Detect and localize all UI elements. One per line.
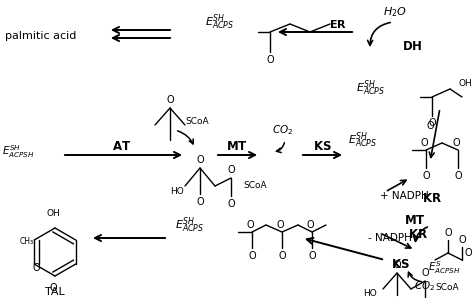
Text: $E^{SH}_{ACPS}$: $E^{SH}_{ACPS}$: [356, 78, 385, 98]
Text: O: O: [266, 55, 274, 65]
Text: $E^{S}_{ACPSH}$: $E^{S}_{ACPSH}$: [428, 260, 461, 276]
Text: O: O: [248, 251, 256, 261]
Text: $\mathbf{DH}$: $\mathbf{DH}$: [402, 40, 422, 53]
Text: $E^{SH}_{ACPSH}$: $E^{SH}_{ACPSH}$: [2, 143, 35, 161]
Text: O: O: [464, 248, 472, 258]
Text: $H_2O$: $H_2O$: [383, 5, 407, 19]
Text: O: O: [428, 118, 436, 128]
Text: O: O: [306, 220, 314, 230]
Text: O: O: [246, 220, 254, 230]
Text: $\mathbf{MT}$: $\mathbf{MT}$: [404, 213, 426, 226]
Text: $E^{SH}_{ACPS}$: $E^{SH}_{ACPS}$: [175, 215, 204, 235]
Text: $CO_2$: $CO_2$: [414, 279, 436, 293]
Text: O: O: [454, 171, 462, 181]
Text: O: O: [32, 263, 40, 273]
Text: O: O: [420, 138, 428, 148]
Text: O: O: [422, 171, 430, 181]
Text: $\mathbf{KR}$: $\mathbf{KR}$: [408, 227, 428, 240]
Text: $\mathbf{KS}$: $\mathbf{KS}$: [313, 140, 331, 153]
Text: O: O: [278, 251, 286, 261]
Text: $\mathbf{KR}$: $\mathbf{KR}$: [422, 192, 442, 205]
Text: O: O: [227, 165, 235, 175]
Text: O: O: [452, 138, 460, 148]
Text: + NADPH: + NADPH: [380, 191, 429, 201]
Text: SCoA: SCoA: [435, 282, 459, 292]
Text: $\mathbf{ER}$: $\mathbf{ER}$: [329, 18, 347, 30]
Text: O: O: [166, 95, 174, 105]
Text: SCoA: SCoA: [243, 181, 266, 191]
Text: O: O: [421, 268, 429, 278]
Text: TAL: TAL: [45, 287, 65, 297]
Text: O: O: [196, 155, 204, 165]
Text: O: O: [276, 220, 284, 230]
Text: $\mathbf{AT}$: $\mathbf{AT}$: [112, 140, 132, 153]
Text: O: O: [227, 199, 235, 209]
Text: O: O: [426, 121, 434, 131]
Text: O: O: [196, 197, 204, 207]
Text: HO: HO: [170, 188, 184, 196]
Text: palmitic acid: palmitic acid: [5, 31, 76, 41]
Text: $CO_2$: $CO_2$: [273, 123, 293, 137]
Text: O: O: [444, 228, 452, 238]
Text: O: O: [49, 283, 57, 293]
Text: $\mathbf{KS}$: $\mathbf{KS}$: [391, 257, 410, 271]
Text: OH: OH: [458, 80, 472, 88]
Text: O: O: [458, 235, 466, 245]
Text: $\mathbf{MT}$: $\mathbf{MT}$: [226, 140, 248, 153]
Text: $E^{SH}_{ACPS}$: $E^{SH}_{ACPS}$: [348, 130, 377, 150]
Text: HO: HO: [363, 288, 377, 298]
Text: OH: OH: [46, 209, 60, 219]
Text: SCoA: SCoA: [185, 116, 209, 126]
Text: - NADPH: - NADPH: [368, 233, 412, 243]
Text: $E^{SH}_{ACPS}$: $E^{SH}_{ACPS}$: [205, 12, 234, 32]
Text: O: O: [308, 251, 316, 261]
Text: O: O: [393, 260, 401, 270]
Text: CH₃: CH₃: [19, 237, 33, 247]
